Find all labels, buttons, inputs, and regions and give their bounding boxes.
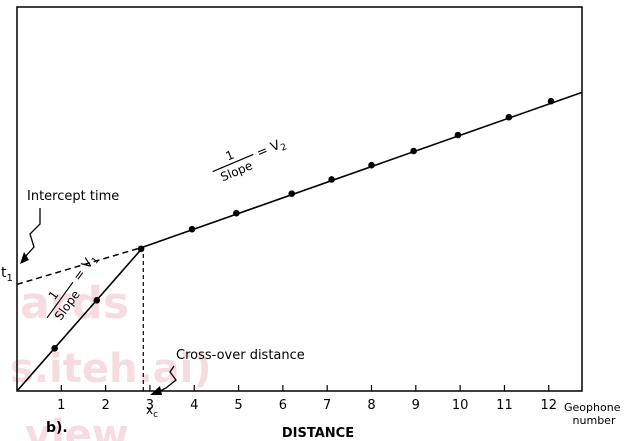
x-tick-label-2: 2 [101,398,109,413]
crossover-arrow-head [150,386,162,395]
x-tick-label-6: 6 [279,398,287,413]
svg-text:Slope: Slope [218,158,254,184]
refracted-point-2 [233,209,240,217]
background-watermark: ards s.iteh.ai) view [10,278,212,441]
x-tick-label-9: 9 [412,398,420,413]
x-axis-tick-labels: 1 2 3 4 5 6 7 8 9 10 11 12 [57,398,557,413]
refracted-point-6 [410,147,417,155]
x-tick-label-3: 3 [146,398,154,413]
t1-label: t1 [1,265,13,284]
svg-text:ards: ards [20,278,129,329]
xc-label: xc [146,403,158,420]
plot-frame [16,6,583,392]
x-tick-label-7: 7 [323,398,331,413]
refracted-point-3 [288,190,296,197]
refracted-point-9 [547,97,555,105]
panel-label: b). [46,420,68,436]
refracted-point-4 [328,176,335,183]
intercept-time-label: Intercept time [27,189,119,204]
intercept-pointer-arrow [23,208,41,259]
refracted-point-7 [454,131,462,139]
x-tick-label-4: 4 [190,398,198,413]
refracted-wave-line [143,91,583,248]
direct-point-1 [51,345,58,352]
geophone-number-label: Geophone number [564,401,624,427]
svg-text:1: 1 [224,148,237,164]
x-tick-label-12: 12 [540,398,557,413]
v2-slope-label: 1 Slope = V2 [212,136,289,184]
direct-wave-line [16,246,144,392]
intercept-arrow-head [20,252,29,264]
x-tick-label-5: 5 [234,398,242,413]
direct-point-3 [137,245,145,253]
x-tick-label-1: 1 [57,398,65,413]
refracted-point-8 [505,113,513,121]
refracted-point-1 [188,225,196,233]
x-axis-ticks [60,385,550,391]
crossover-label: Cross-over distance [176,348,305,363]
refracted-point-5 [368,161,375,169]
data-points [51,97,555,352]
intercept-extrapolation-line [16,246,144,286]
x-tick-label-8: 8 [367,398,375,413]
svg-text:s.iteh.ai): s.iteh.ai) [10,346,212,392]
x-tick-label-10: 10 [452,398,469,413]
crossover-pointer-arrow [157,365,177,393]
svg-text:= V2: = V2 [255,136,289,163]
direct-point-2 [93,297,101,304]
svg-text:view: view [25,412,129,441]
x-axis-title: DISTANCE [282,426,354,441]
x-tick-label-11: 11 [496,398,513,413]
